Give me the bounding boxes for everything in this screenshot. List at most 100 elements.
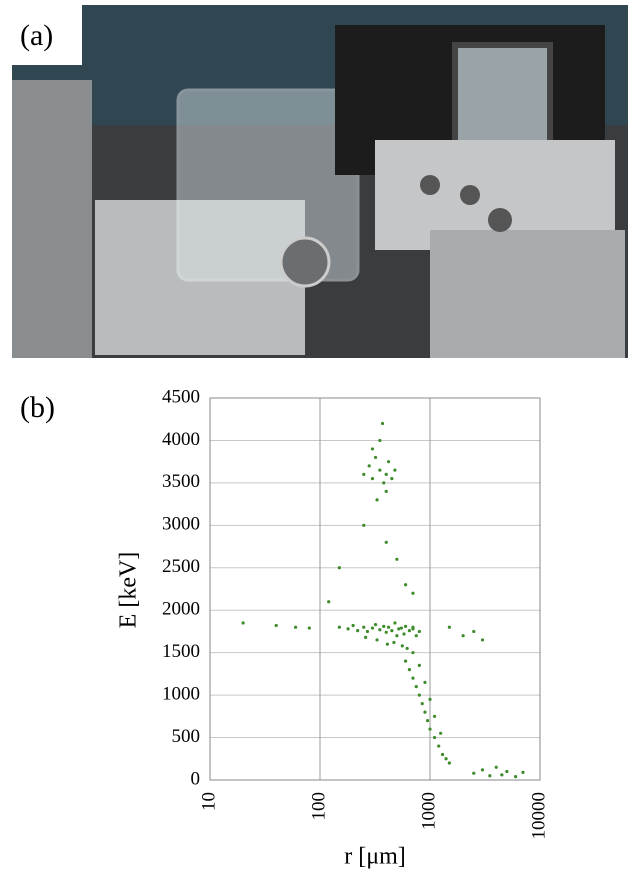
- point: [384, 630, 388, 634]
- point: [337, 566, 341, 570]
- point: [384, 540, 388, 544]
- point: [488, 774, 492, 778]
- point: [407, 628, 412, 633]
- point: [480, 638, 485, 642]
- y-axis-label: E [keV]: [116, 552, 142, 629]
- point: [472, 771, 476, 775]
- point: [274, 623, 278, 628]
- point: [447, 761, 451, 765]
- point: [386, 460, 391, 464]
- point: [423, 710, 427, 714]
- point: [405, 646, 409, 651]
- point: [505, 769, 509, 774]
- point: [351, 623, 355, 628]
- point: [378, 628, 382, 632]
- point: [382, 624, 386, 628]
- point: [428, 727, 432, 731]
- y-tick-label: 500: [172, 726, 201, 747]
- point: [414, 685, 418, 689]
- point: [402, 632, 406, 636]
- point: [397, 627, 401, 631]
- point: [440, 752, 445, 757]
- x-tick-label: 100: [308, 792, 329, 821]
- point: [417, 693, 421, 697]
- point: [380, 421, 385, 426]
- photo-window: [452, 42, 553, 153]
- plot-frame: [209, 397, 541, 781]
- point: [362, 625, 366, 629]
- point: [293, 625, 298, 629]
- y-tick-label: 0: [191, 768, 201, 789]
- point: [395, 557, 399, 561]
- y-tick-label: 3000: [162, 514, 200, 535]
- y-tick-label: 4000: [162, 429, 200, 450]
- x-axis-label: r [μm]: [344, 844, 406, 870]
- point: [399, 626, 404, 630]
- point: [346, 627, 350, 631]
- point: [384, 489, 388, 493]
- panel-label: (b): [20, 391, 55, 424]
- point: [362, 523, 366, 527]
- point: [382, 481, 386, 485]
- point: [327, 600, 331, 604]
- point: [375, 638, 379, 642]
- point: [472, 629, 476, 634]
- point: [390, 477, 394, 481]
- point: [373, 455, 378, 460]
- point: [392, 640, 396, 645]
- y-tick-label: 4500: [162, 386, 200, 407]
- x-tick-label: 1000: [418, 792, 439, 830]
- point: [500, 773, 504, 777]
- point: [393, 468, 397, 472]
- point: [494, 765, 498, 769]
- point: [411, 676, 415, 680]
- point: [356, 628, 360, 633]
- point: [461, 634, 465, 638]
- point: [428, 697, 432, 701]
- point: [432, 714, 437, 718]
- point: [432, 735, 437, 740]
- y-tick-label: 3500: [162, 471, 200, 492]
- x-tick-label: 10: [198, 792, 219, 811]
- point: [384, 472, 388, 476]
- point: [364, 635, 368, 639]
- point: [378, 468, 382, 472]
- photo-acrylic-cover: [176, 88, 360, 282]
- point: [411, 591, 415, 595]
- point: [411, 627, 415, 631]
- point: [439, 731, 443, 735]
- point: [395, 634, 399, 638]
- point: [403, 583, 408, 587]
- photo-hole: [420, 175, 440, 195]
- x-tick-label: 10000: [528, 792, 549, 840]
- point: [337, 625, 341, 629]
- point: [393, 621, 397, 625]
- point: [370, 626, 375, 630]
- point: [378, 438, 382, 443]
- point: [425, 718, 430, 723]
- label-box: [12, 5, 82, 65]
- photo-left-block: [12, 80, 92, 358]
- photo-hole: [460, 185, 480, 205]
- point: [403, 659, 408, 663]
- photo: (a): [12, 5, 628, 358]
- point: [365, 629, 370, 634]
- y-tick-label: 1000: [162, 683, 200, 704]
- point: [437, 744, 441, 748]
- point: [420, 702, 424, 706]
- point: [417, 629, 421, 634]
- point: [370, 447, 375, 451]
- photo-knob: [279, 236, 331, 288]
- point: [370, 477, 375, 481]
- point: [417, 663, 421, 668]
- point: [241, 621, 245, 625]
- point: [385, 642, 390, 646]
- y-tick-label: 1500: [162, 641, 200, 662]
- point: [414, 634, 418, 638]
- y-tick-label: 2500: [162, 556, 200, 577]
- point: [362, 472, 366, 476]
- point: [521, 770, 525, 774]
- point: [444, 757, 448, 761]
- photo-hole: [488, 208, 512, 232]
